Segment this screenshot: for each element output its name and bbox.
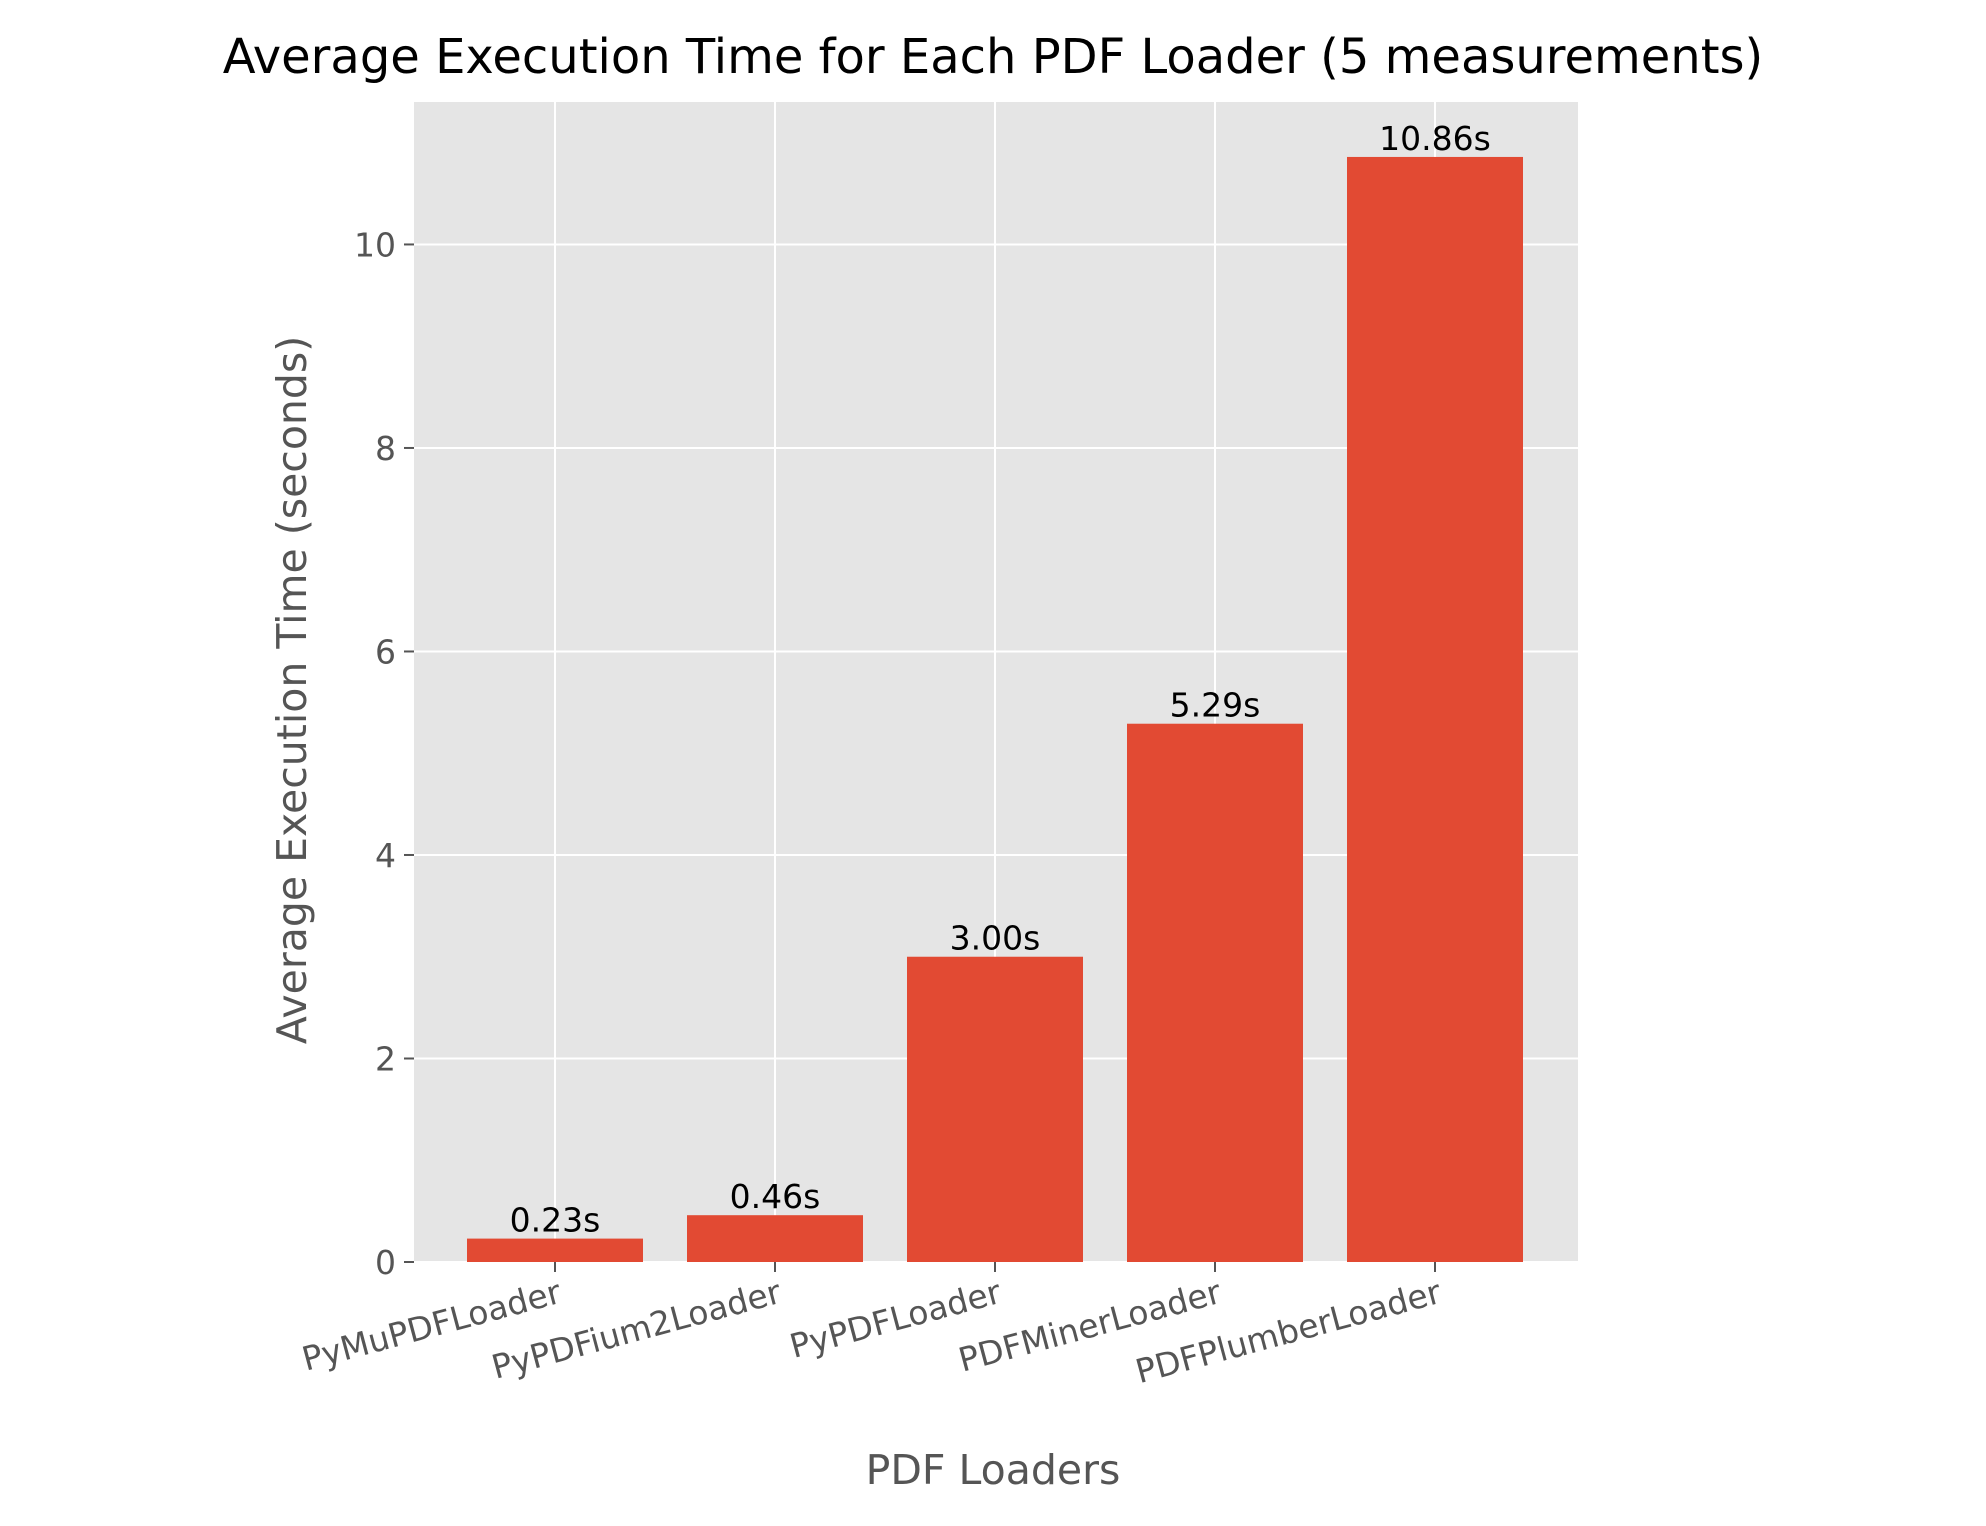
bar-PDFMinerLoader: [1127, 723, 1303, 1262]
y-axis-label: Average Execution Time (seconds): [268, 336, 316, 1045]
chart-title: Average Execution Time for Each PDF Load…: [223, 29, 1764, 85]
data-label-PDFMinerLoader: 5.29s: [1170, 686, 1261, 725]
x-axis-label: PDF Loaders: [866, 1446, 1121, 1494]
data-label-PyPDFLoader: 3.00s: [950, 919, 1041, 958]
bar-PyMuPDFLoader: [467, 1238, 643, 1262]
bar-PDFPlumberLoader: [1347, 156, 1523, 1262]
bar-PyPDFLoader: [907, 956, 1083, 1262]
y-tick-label: 4: [375, 836, 396, 875]
y-axis-ticks: 0 2 4 6 8 10: [354, 225, 414, 1282]
data-label-PyMuPDFLoader: 0.23s: [510, 1201, 601, 1240]
y-tick-label: 2: [375, 1039, 396, 1078]
y-tick-label: 8: [375, 429, 396, 468]
y-tick-label: 6: [375, 632, 396, 671]
data-labels: 0.23s 0.46s 3.00s 5.29s 10.86s: [510, 119, 1491, 1240]
data-label-PyPDFium2Loader: 0.46s: [730, 1177, 821, 1216]
bar-PyPDFium2Loader: [687, 1215, 863, 1262]
bars: [467, 156, 1523, 1262]
y-tick-label: 10: [354, 225, 396, 264]
y-tick-label: 0: [375, 1243, 396, 1282]
data-label-PDFPlumberLoader: 10.86s: [1379, 119, 1491, 158]
